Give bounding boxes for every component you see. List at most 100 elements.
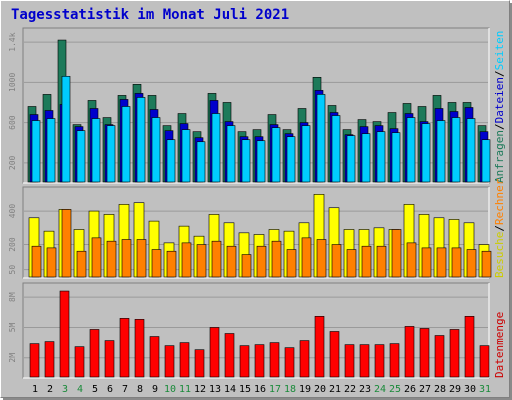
- bar-seiten-day-25: [391, 132, 401, 183]
- x-tick-label-day-6: 6: [107, 384, 113, 395]
- bar-datenmenge-day-19: [299, 340, 310, 378]
- bar-rechner-day-19: [301, 237, 312, 278]
- bar-seiten-day-23: [361, 133, 371, 183]
- bar-rechner-day-13: [211, 240, 222, 278]
- bar-rechner-day-3: [61, 209, 72, 278]
- y-tick-label: 8M: [8, 292, 17, 302]
- y-tick-label: 600: [8, 115, 17, 130]
- bar-rechner-day-25: [391, 229, 402, 278]
- bar-seiten-day-6: [106, 125, 116, 183]
- bar-rechner-day-28: [436, 247, 447, 278]
- bar-rechner-day-1: [31, 245, 42, 278]
- bar-datenmenge-day-9: [149, 336, 160, 378]
- bar-seiten-day-13: [211, 113, 221, 183]
- x-tick-label-day-17: 17: [269, 384, 281, 395]
- bar-seiten-day-4: [76, 130, 86, 183]
- bar-rechner-day-16: [256, 245, 267, 278]
- bar-rechner-day-15: [241, 254, 252, 278]
- x-tick-label-day-11: 11: [179, 384, 191, 395]
- chart-panel-3: 2M 5M 8M: [8, 282, 490, 379]
- bar-rechner-day-17: [271, 240, 282, 278]
- bar-datenmenge-day-27: [419, 328, 430, 378]
- chart-panel-1: 200 600 1000 1.4k: [8, 27, 491, 184]
- bar-seiten-day-31: [481, 139, 491, 183]
- x-axis-labels: 1 2 3 4 5 6 7 8 9 10 11 12 13 14 15 16 17 18 19 20 21 22 23 24 2…: [32, 384, 491, 395]
- bar-datenmenge-day-22: [344, 344, 355, 378]
- bar-datenmenge-day-5: [89, 329, 100, 378]
- legend-item: Besuche: [493, 232, 506, 278]
- bar-seiten-day-1: [31, 120, 41, 183]
- bar-rechner-day-30: [466, 249, 477, 278]
- bar-datenmenge-day-1: [29, 343, 40, 378]
- bar-datenmenge-day-15: [239, 345, 250, 378]
- bar-seiten-day-18: [286, 136, 296, 183]
- bar-seiten-day-19: [301, 125, 311, 183]
- bar-datenmenge-day-24: [374, 344, 385, 378]
- bar-datenmenge-day-16: [254, 344, 265, 378]
- x-tick-label-day-23: 23: [359, 384, 371, 395]
- bar-rechner-day-20: [316, 239, 327, 278]
- bar-datenmenge-day-29: [449, 329, 460, 378]
- x-tick-label-day-3: 3: [62, 384, 68, 395]
- bar-rechner-day-31: [481, 250, 492, 278]
- x-tick-label-day-15: 15: [239, 384, 251, 395]
- x-tick-label-day-9: 9: [152, 384, 158, 395]
- x-tick-label-day-25: 25: [389, 384, 401, 395]
- bar-rechner-day-27: [421, 247, 432, 278]
- bar-seiten-day-26: [406, 117, 416, 183]
- x-tick-label-day-8: 8: [137, 384, 143, 395]
- bar-rechner-day-14: [226, 245, 237, 278]
- bar-datenmenge-day-7: [119, 318, 130, 378]
- x-tick-label-day-4: 4: [77, 384, 83, 395]
- chart-title: Tagesstatistik im Monat Juli 2021: [11, 7, 290, 23]
- bar-seiten-day-3: [61, 75, 71, 183]
- x-tick-label-day-22: 22: [344, 384, 356, 395]
- bar-seiten-day-8: [136, 97, 146, 183]
- bar-datenmenge-day-10: [164, 345, 175, 378]
- bar-rechner-day-9: [151, 249, 162, 278]
- legend-item: Anfragen: [493, 130, 506, 183]
- legend-item: /: [493, 123, 506, 130]
- x-tick-label-day-31: 31: [479, 384, 491, 395]
- x-tick-label-day-7: 7: [122, 384, 128, 395]
- legend-panel2: Besuche/Rechner: [493, 178, 506, 278]
- bar-seiten-day-29: [451, 117, 461, 183]
- x-tick-label-day-26: 26: [404, 384, 416, 395]
- bar-rechner-day-21: [331, 244, 342, 278]
- bar-datenmenge-day-8: [134, 319, 145, 378]
- bar-datenmenge-day-18: [284, 347, 295, 378]
- bar-datenmenge-day-17: [269, 342, 280, 378]
- x-tick-label-day-12: 12: [194, 384, 206, 395]
- x-tick-label-day-1: 1: [32, 384, 38, 395]
- y-tick-label: 5M: [8, 322, 17, 332]
- bar-datenmenge-day-25: [389, 343, 400, 378]
- y-tick-label: 1.4k: [8, 32, 17, 51]
- y-tick-label: 2M: [8, 353, 17, 363]
- x-tick-label-day-21: 21: [329, 384, 341, 395]
- bar-seiten-day-2: [46, 118, 56, 183]
- bar-seiten-day-7: [121, 106, 131, 183]
- bar-seiten-day-22: [346, 135, 356, 183]
- bar-seiten-day-24: [376, 131, 386, 183]
- x-tick-label-day-13: 13: [209, 384, 221, 395]
- y-tick-label: 1000: [8, 73, 17, 92]
- legend-item: Seiten: [493, 31, 506, 71]
- legend-item: /: [493, 70, 506, 77]
- bar-rechner-day-10: [166, 250, 177, 278]
- bar-rechner-day-24: [376, 245, 387, 278]
- x-tick-label-day-30: 30: [464, 384, 476, 395]
- bar-seiten-day-17: [271, 127, 281, 183]
- x-tick-label-day-5: 5: [92, 384, 98, 395]
- legend-item: Datenmenge: [493, 312, 506, 378]
- x-tick-label-day-18: 18: [284, 384, 296, 395]
- bar-datenmenge-day-23: [359, 344, 370, 378]
- bar-datenmenge-day-30: [464, 316, 475, 378]
- x-tick-label-day-19: 19: [299, 384, 311, 395]
- bar-rechner-day-29: [451, 247, 462, 278]
- x-tick-label-day-10: 10: [164, 384, 176, 395]
- x-tick-label-day-28: 28: [434, 384, 446, 395]
- bar-datenmenge-day-12: [194, 349, 205, 378]
- x-tick-label-day-2: 2: [47, 384, 53, 395]
- bar-datenmenge-day-20: [314, 316, 325, 378]
